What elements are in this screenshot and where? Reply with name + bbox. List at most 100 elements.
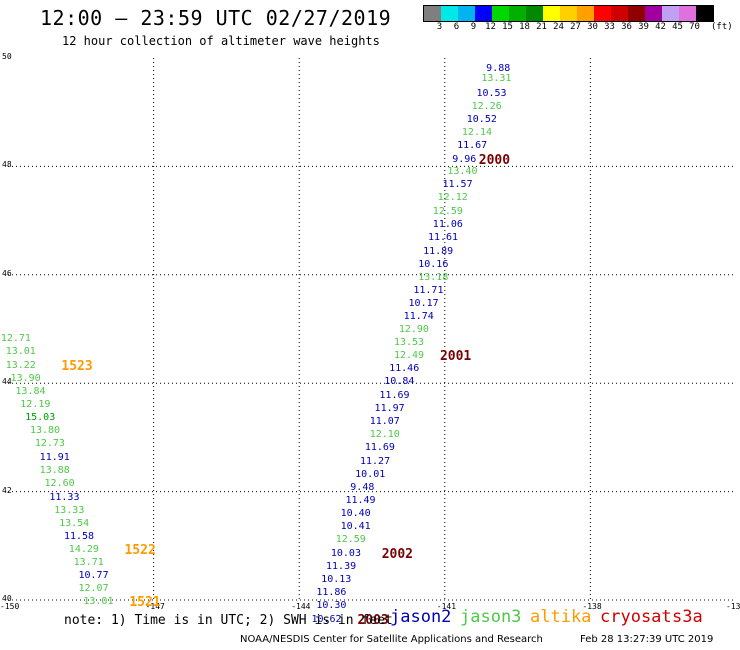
wave-height-value: 10.30 [316,599,347,611]
latitude-label: 46 [2,268,12,278]
wave-height-value: 11.74 [403,310,434,322]
wave-height-value: 11.91 [39,451,70,463]
wave-height-value: 15.03 [25,412,56,424]
wave-height-value: 10.01 [355,468,386,480]
scale-label: 6 [453,22,460,32]
wave-height-value: 10.52 [466,114,497,126]
longitude-label: -150 [0,602,20,611]
scale-label: 39 [638,22,649,32]
wave-height-value: 12.90 [398,324,429,336]
wave-height-value: 11.86 [316,587,347,599]
legend-jason3: jason3 [460,607,522,627]
scale-swatch [577,6,594,21]
scale-swatch [560,6,577,21]
wave-height-value: 12.59 [335,534,366,546]
wave-height-value: 12.71 [0,333,31,345]
scale-label: 30 [587,22,598,32]
longitude-label: -147 [145,602,165,611]
wave-height-value: 11.07 [369,415,400,427]
scale-swatch [679,6,696,21]
wave-height-value: 11.39 [326,560,357,572]
wave-height-value: 12.19 [20,399,51,411]
color-scale-bar [423,5,714,22]
scale-label: 45 [672,22,683,32]
scale-units: (ft) [711,22,733,32]
legend-cryosat: cryosat [600,607,672,627]
scale-swatch [526,6,543,21]
wave-height-value: 10.17 [408,297,439,309]
scale-swatch [475,6,492,21]
wave-height-value: 10.41 [340,521,371,533]
wave-height-value: 13.18 [418,271,449,283]
scale-swatch [543,6,560,21]
map-subtitle: 12 hour collection of altimeter wave hei… [62,34,380,48]
scale-swatch [662,6,679,21]
footer-note: note: 1) Time is in UTC; 2) SWH is in fe… [64,613,393,628]
pass-number-label: 1523 [61,358,93,374]
pass-number-label: 2001 [439,349,472,365]
generated-timestamp: Feb 28 13:27:39 UTC 2019 [580,634,714,645]
wave-height-value: 13.40 [447,165,478,177]
wave-height-value: 11.27 [360,455,391,467]
wave-height-value: 11.69 [364,442,395,454]
longitude-label: -138 [582,602,602,611]
wave-height-value: 12.12 [437,192,468,204]
scale-swatch [594,6,611,21]
wave-height-value: 13.31 [481,73,512,85]
wave-height-value: 10.16 [418,258,449,270]
latitude-label: 42 [2,485,12,495]
wave-height-value: 12.49 [393,350,425,362]
wave-height-value: 9.96 [452,153,477,165]
latitude-label: 44 [2,377,12,387]
latitude-label: 48 [2,160,12,170]
latitude-label: 50 [2,52,12,61]
wave-height-value: 13.88 [39,465,70,476]
wave-height-value: 9.48 [350,481,375,493]
wave-height-value: 12.10 [369,429,400,441]
wave-height-value: 12.59 [432,206,463,218]
scale-swatch [509,6,526,21]
wave-height-value: 12.14 [461,126,493,138]
wave-height-value: 11.69 [379,389,410,401]
color-scale-labels: 3 6 9 12 15 18 21 24 27 30 33 36 39 42 45 70 [423,22,703,32]
wave-height-value: 11.71 [413,284,444,296]
scale-swatch [492,6,509,21]
wave-height-value: 13.80 [29,425,61,437]
pass-number-label: 1522 [124,543,156,559]
wave-height-value: 11.46 [389,363,420,375]
longitude-label: -141 [436,602,457,611]
credit-line: NOAA/NESDIS Center for Satellite Applica… [240,634,543,645]
scale-label: 70 [689,22,700,32]
scale-label: 3 [436,22,443,32]
wave-height-value: 11.49 [345,494,376,506]
wave-height-value: 12.26 [471,100,502,112]
wave-height-value: 11.57 [442,179,473,191]
wave-height-value: 12.73 [34,438,65,450]
scale-swatch [696,6,713,21]
wave-height-value: 11.58 [63,530,95,542]
wave-height-value: 10.77 [78,570,109,582]
wave-height-value: 10.13 [321,573,352,585]
wave-height-value: 10.53 [476,87,507,99]
wave-height-value: 11.61 [427,232,459,244]
wave-height-value: 10.03 [330,547,361,559]
wave-height-value: 13.22 [5,359,36,371]
scale-label: 21 [536,22,547,32]
pass-number-label: 2000 [478,152,511,168]
scale-label: 9 [470,22,477,32]
scale-label: 24 [553,22,564,32]
wave-height-value: 9.88 [486,62,511,74]
map-title: 12:00 – 23:59 UTC 02/27/2019 [40,6,392,30]
wave-height-value: 12.07 [78,583,109,595]
wave-height-value: 11.33 [49,491,80,503]
wave-height-value: 13.84 [15,385,46,397]
scale-label: 36 [621,22,632,32]
wave-height-value: 12.60 [44,478,75,489]
pass-number-label: 2002 [381,546,414,562]
legend-jason2: jason2 [390,607,452,627]
wave-height-value: 11.06 [432,219,463,231]
wave-height-value: 13.71 [73,557,104,569]
scale-swatch [611,6,628,21]
